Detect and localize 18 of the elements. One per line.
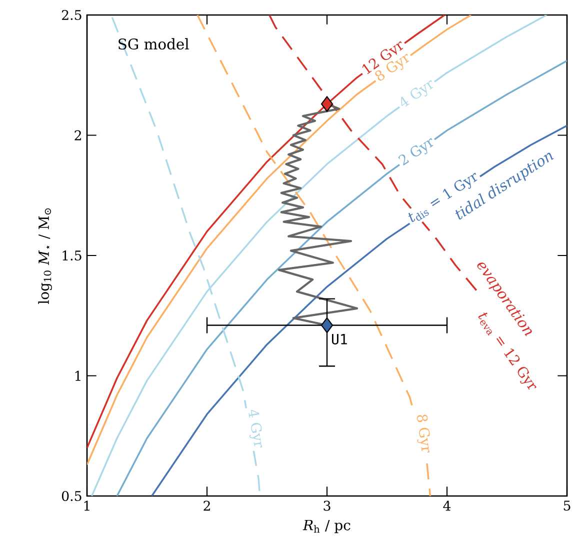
- y-tick-label: 1: [75, 370, 80, 381]
- x-tick-label: 4: [443, 500, 451, 511]
- text: 4 Gyr: [248, 410, 262, 448]
- annotation: SG model: [118, 38, 189, 50]
- x-tick-label: 2: [204, 500, 210, 511]
- y-tick-label: 2.5: [62, 10, 82, 20]
- series-label: U1: [332, 334, 347, 344]
- text: 2 Gyr: [398, 138, 434, 166]
- text: 8 Gyr: [417, 414, 430, 453]
- x-tick-label: 5: [564, 500, 570, 511]
- x-tick-label: 3: [324, 500, 330, 511]
- y-tick-label: 2: [74, 130, 81, 140]
- x-tick-label: 1: [84, 500, 90, 511]
- y-axis-title: log$_{10}$ M$_{⋆}$ / M$_{⊙}$: [38, 208, 52, 304]
- y-tick-label: 1.5: [62, 250, 82, 261]
- text: 4 Gyr: [401, 80, 434, 107]
- y-tick-label: 0.5: [62, 490, 82, 502]
- x-axis-title: R$_{h}$ / pc: [302, 520, 350, 534]
